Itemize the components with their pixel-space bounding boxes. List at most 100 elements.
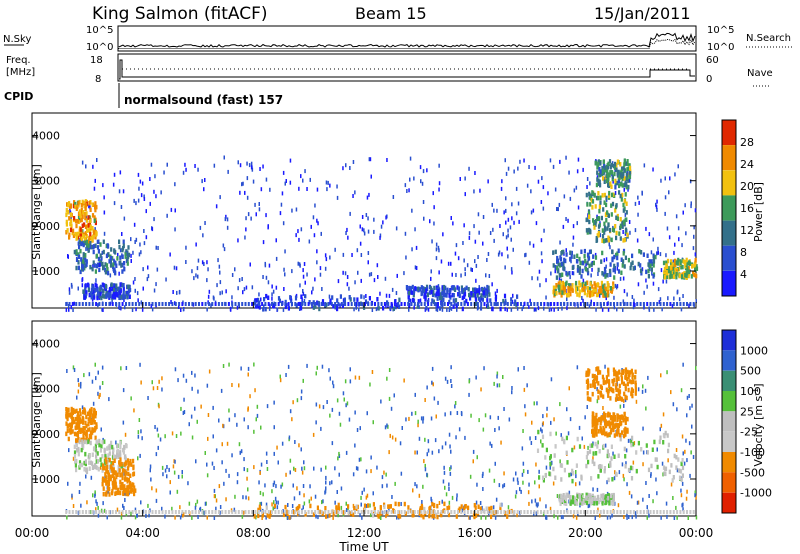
blob-pixel bbox=[655, 457, 657, 462]
scatter-pixel bbox=[518, 202, 520, 206]
scatter-pixel bbox=[538, 306, 540, 310]
scatter-pixel bbox=[156, 499, 158, 503]
ground-scatter-pixel bbox=[324, 510, 326, 514]
ground-scatter-pixel bbox=[440, 302, 442, 306]
scatter-pixel bbox=[80, 382, 82, 386]
scatter-pixel bbox=[528, 483, 530, 487]
scatter-pixel bbox=[217, 258, 219, 262]
ground-scatter-pixel bbox=[334, 510, 336, 514]
scatter-pixel bbox=[317, 188, 319, 192]
ground-scatter-pixel bbox=[251, 302, 253, 306]
scatter-pixel bbox=[511, 390, 513, 394]
ground-scatter-pixel bbox=[683, 302, 685, 306]
blob-pixel bbox=[132, 465, 134, 470]
ground-scatter-pixel bbox=[291, 510, 293, 514]
blob-pixel bbox=[596, 239, 598, 244]
scatter-pixel bbox=[394, 393, 396, 397]
ground-scatter-pixel bbox=[102, 302, 104, 306]
scatter-pixel bbox=[379, 236, 381, 240]
blob-pixel bbox=[575, 287, 577, 292]
scatter-pixel bbox=[515, 495, 517, 499]
ground-scatter-pixel bbox=[630, 510, 632, 514]
blob-pixel bbox=[537, 449, 539, 454]
scatter-pixel bbox=[673, 251, 675, 255]
scatter-pixel bbox=[446, 308, 448, 312]
scatter-pixel bbox=[380, 400, 382, 404]
colorbar-swatch bbox=[722, 432, 736, 452]
blob-pixel bbox=[595, 161, 597, 166]
blob-pixel bbox=[92, 466, 94, 471]
scatter-pixel bbox=[274, 452, 276, 456]
scatter-pixel bbox=[227, 170, 229, 174]
scatter-pixel bbox=[511, 216, 512, 220]
scatter-pixel bbox=[423, 169, 425, 173]
blob-pixel bbox=[614, 179, 616, 184]
scatter-pixel bbox=[386, 294, 388, 298]
scatter-pixel bbox=[329, 184, 331, 188]
blob-pixel bbox=[340, 294, 342, 299]
scatter-pixel bbox=[234, 413, 236, 417]
blob-pixel bbox=[560, 477, 562, 482]
scatter-pixel bbox=[239, 442, 241, 446]
scatter-pixel bbox=[584, 415, 586, 419]
scatter-pixel bbox=[150, 468, 152, 472]
scatter-pixel bbox=[98, 371, 100, 375]
scatter-pixel bbox=[513, 170, 515, 174]
scatter-pixel bbox=[271, 285, 273, 289]
scatter-pixel bbox=[674, 516, 676, 520]
blob-pixel bbox=[80, 227, 82, 232]
scatter-pixel bbox=[568, 171, 570, 175]
ground-scatter-pixel bbox=[112, 510, 114, 514]
scatter-pixel bbox=[508, 167, 510, 171]
scatter-pixel bbox=[547, 191, 549, 195]
blob-pixel bbox=[77, 201, 79, 206]
scatter-pixel bbox=[354, 444, 356, 448]
blob-pixel bbox=[431, 514, 433, 519]
scatter-pixel bbox=[368, 260, 370, 264]
scatter-pixel bbox=[207, 516, 209, 520]
scatter-pixel bbox=[260, 426, 262, 430]
scatter-pixel bbox=[310, 178, 312, 182]
blob-pixel bbox=[106, 254, 108, 259]
scatter-pixel bbox=[465, 272, 467, 276]
blob-pixel bbox=[74, 432, 76, 437]
scatter-pixel bbox=[579, 481, 581, 485]
scatter-pixel bbox=[376, 307, 378, 311]
scatter-pixel bbox=[464, 177, 466, 181]
blob-pixel bbox=[367, 503, 369, 508]
freq-tick-top: 18 bbox=[90, 55, 103, 66]
blob-pixel bbox=[688, 270, 690, 275]
scatter-pixel bbox=[342, 271, 344, 275]
blob-pixel bbox=[618, 269, 620, 274]
scatter-pixel bbox=[191, 387, 193, 391]
blob-pixel bbox=[80, 242, 82, 247]
ground-scatter-pixel bbox=[288, 302, 290, 306]
blob-pixel bbox=[572, 266, 574, 271]
scatter-pixel bbox=[183, 398, 185, 402]
ground-scatter-pixel bbox=[424, 510, 426, 514]
ground-scatter-pixel bbox=[557, 302, 559, 306]
blob-pixel bbox=[663, 261, 665, 266]
scatter-pixel bbox=[85, 164, 87, 168]
scatter-pixel bbox=[520, 490, 522, 494]
ground-scatter-pixel bbox=[165, 510, 167, 514]
blob-pixel bbox=[588, 228, 590, 233]
ground-scatter-pixel bbox=[69, 510, 71, 514]
blob-pixel bbox=[107, 453, 109, 458]
blob-pixel bbox=[588, 264, 590, 269]
ground-scatter-pixel bbox=[178, 302, 180, 306]
blob-pixel bbox=[607, 236, 609, 241]
blob-pixel bbox=[425, 306, 427, 311]
scatter-pixel bbox=[613, 296, 615, 300]
blob-pixel bbox=[127, 466, 129, 471]
scatter-pixel bbox=[503, 232, 505, 236]
blob-pixel bbox=[554, 476, 556, 481]
scatter-pixel bbox=[437, 401, 439, 405]
scatter-pixel bbox=[174, 227, 176, 231]
scatter-pixel bbox=[259, 207, 261, 211]
ground-scatter-pixel bbox=[527, 510, 529, 514]
blob-pixel bbox=[615, 168, 617, 173]
scatter-pixel bbox=[657, 448, 659, 452]
scatter-pixel bbox=[71, 494, 73, 498]
blob-pixel bbox=[652, 274, 654, 279]
